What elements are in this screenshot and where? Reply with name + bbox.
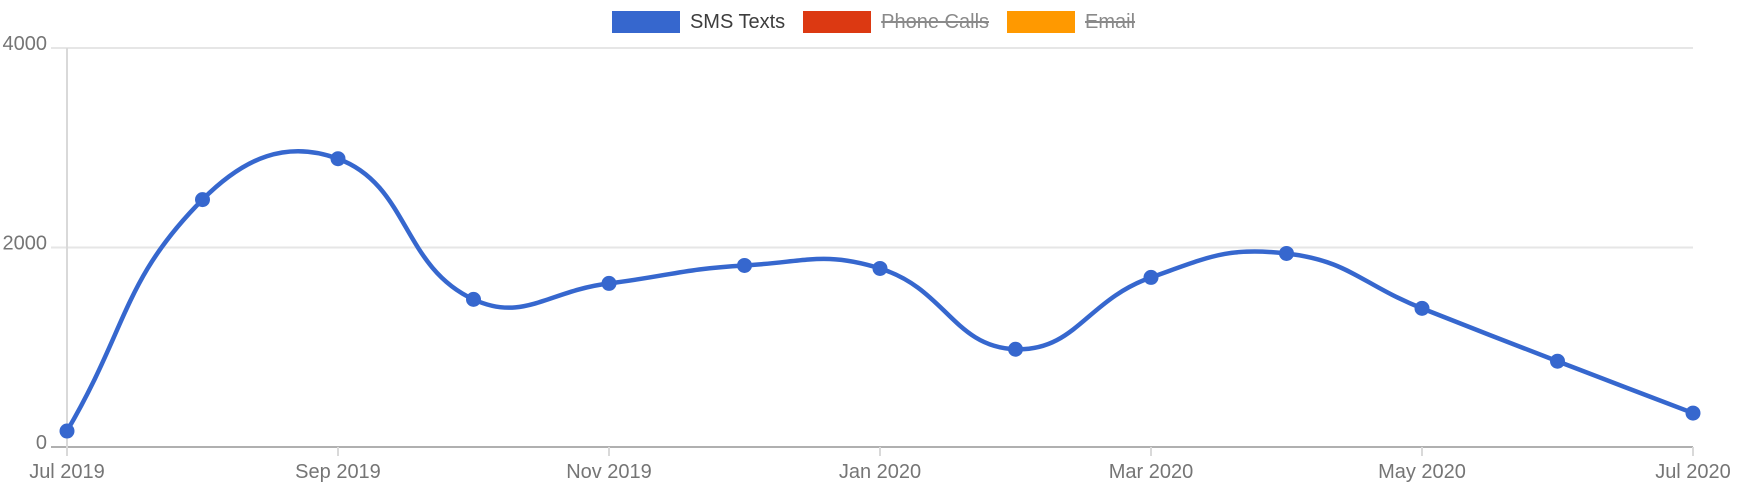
legend-label-sms-texts: SMS Texts (689, 11, 786, 33)
legend-label-phone-calls: Phone Calls (881, 11, 990, 33)
legend-swatch-phone-calls (803, 11, 872, 33)
legend-item-phone-calls[interactable]: Phone Calls (803, 10, 989, 34)
legend-label-email: Email (1085, 11, 1136, 33)
legend-swatch-email (1007, 11, 1076, 33)
sms-texts-data-point[interactable] (1008, 341, 1023, 357)
sms-texts-data-point[interactable] (59, 423, 75, 439)
legend-item-sms-texts[interactable]: SMS Texts (611, 10, 786, 34)
sms-texts-data-point[interactable] (601, 275, 617, 291)
y-tick-label: 4000 (3, 33, 48, 55)
x-tick-label: Jan 2020 (839, 461, 921, 483)
sms-texts-data-point[interactable] (1414, 300, 1430, 316)
sms-texts-data-point[interactable] (330, 151, 346, 167)
x-tick-label: Jul 2019 (29, 461, 105, 483)
legend-item-email[interactable]: Email (1007, 10, 1135, 34)
legend-swatch-sms-texts (611, 11, 680, 33)
x-tick-label: Mar 2020 (1109, 461, 1194, 483)
y-tick-label: 2000 (3, 233, 48, 255)
sms-texts-data-point[interactable] (1685, 405, 1701, 421)
sms-texts-data-point[interactable] (195, 192, 210, 208)
y-tick-label: 0 (36, 432, 47, 454)
sms-texts-data-point[interactable] (737, 257, 752, 273)
sms-texts-data-point[interactable] (1550, 353, 1565, 369)
x-tick-label: May 2020 (1378, 461, 1466, 483)
x-tick-label: Jul 2020 (1655, 461, 1731, 483)
sms-texts-data-point[interactable] (466, 291, 481, 307)
x-tick-label: Nov 2019 (566, 461, 652, 483)
sms-texts-data-point[interactable] (1143, 269, 1159, 285)
sms-texts-data-point[interactable] (1279, 245, 1294, 261)
x-tick-label: Sep 2019 (295, 461, 381, 483)
chart-legend: SMS Texts Phone Calls Email (0, 10, 1747, 34)
sms-texts-data-point[interactable] (872, 260, 888, 276)
sms-texts-series-line (64, 149, 1696, 434)
